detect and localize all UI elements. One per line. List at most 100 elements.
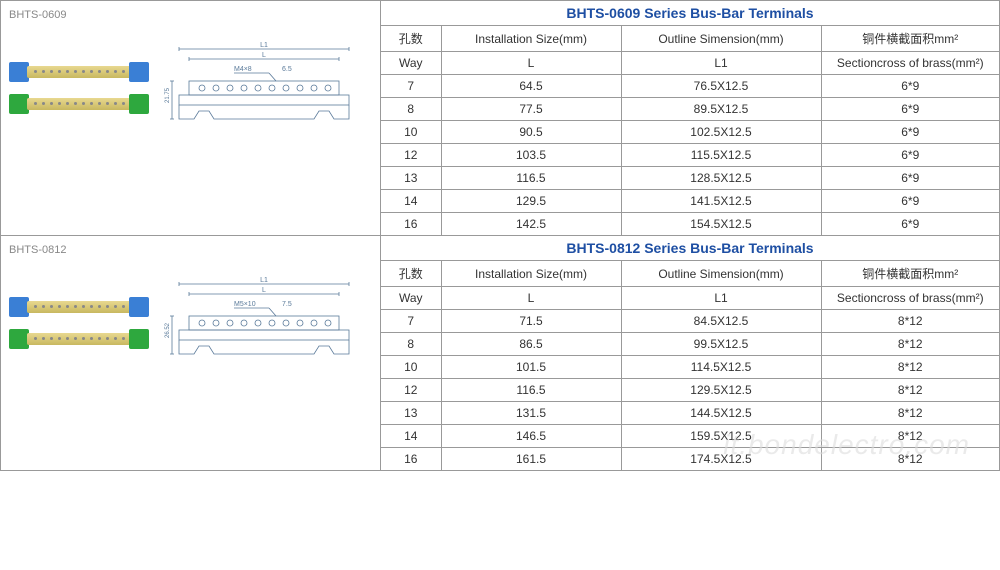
table-cell: 13 xyxy=(381,167,441,190)
series-title: BHTS-0812 Series Bus-Bar Terminals xyxy=(381,236,999,261)
table-cell: 71.5 xyxy=(441,310,621,333)
table-cell: 16 xyxy=(381,213,441,236)
table-cell: 8*12 xyxy=(821,425,999,448)
table-cell: 6*9 xyxy=(821,190,999,213)
table-cell: 101.5 xyxy=(441,356,621,379)
table-cell: 76.5X12.5 xyxy=(621,75,821,98)
table-cell: 7 xyxy=(381,310,441,333)
table-cell: 84.5X12.5 xyxy=(621,310,821,333)
table-cell: 90.5 xyxy=(441,121,621,144)
table-cell: 89.5X12.5 xyxy=(621,98,821,121)
svg-text:7.5: 7.5 xyxy=(282,301,292,308)
table-cell: 8*12 xyxy=(821,356,999,379)
table-cell: 14 xyxy=(381,190,441,213)
product-photo-group xyxy=(9,287,149,359)
table-cell: 129.5X12.5 xyxy=(621,379,821,402)
table-cell: 8*12 xyxy=(821,333,999,356)
table-header-group: 铜件横截面积mm² xyxy=(821,26,999,52)
product-visual-panel: BHTS-0812 L1 L M5×10 7.5 xyxy=(1,236,381,470)
table-cell: 146.5 xyxy=(441,425,621,448)
table-header-sub: Way xyxy=(381,287,441,310)
svg-text:L: L xyxy=(262,287,266,294)
table-row: 1090.5102.5X12.56*9 xyxy=(381,121,999,144)
technical-diagram: L1 L M5×10 7.5 26.52 xyxy=(164,276,364,366)
table-header-group: Installation Size(mm) xyxy=(441,261,621,287)
series-title: BHTS-0609 Series Bus-Bar Terminals xyxy=(381,1,999,26)
table-cell: 7 xyxy=(381,75,441,98)
table-cell: 6*9 xyxy=(821,75,999,98)
table-row: 764.576.5X12.56*9 xyxy=(381,75,999,98)
table-header-group: 孔数 xyxy=(381,261,441,287)
table-cell: 8 xyxy=(381,333,441,356)
table-cell: 6*9 xyxy=(821,167,999,190)
table-cell: 8 xyxy=(381,98,441,121)
table-cell: 8*12 xyxy=(821,379,999,402)
table-cell: 10 xyxy=(381,121,441,144)
table-cell: 6*9 xyxy=(821,213,999,236)
busbar-product-image xyxy=(9,60,149,84)
table-header-sub: Sectioncross of brass(mm²) xyxy=(821,287,999,310)
table-cell: 174.5X12.5 xyxy=(621,448,821,471)
table-row: 886.599.5X12.58*12 xyxy=(381,333,999,356)
svg-text:26.52: 26.52 xyxy=(165,322,171,338)
svg-text:M5×10: M5×10 xyxy=(234,301,256,308)
product-model-label: BHTS-0609 xyxy=(9,9,372,21)
table-header-group: Outline Simension(mm) xyxy=(621,26,821,52)
table-header-sub: Sectioncross of brass(mm²) xyxy=(821,52,999,75)
svg-text:M4×8: M4×8 xyxy=(234,66,252,73)
table-cell: 6*9 xyxy=(821,144,999,167)
table-cell: 12 xyxy=(381,144,441,167)
product-section-1: BHTS-0812 L1 L M5×10 7.5 xyxy=(0,235,1000,471)
table-cell: 144.5X12.5 xyxy=(621,402,821,425)
table-header-group: 铜件横截面积mm² xyxy=(821,261,999,287)
table-row: 16142.5154.5X12.56*9 xyxy=(381,213,999,236)
table-row: 771.584.5X12.58*12 xyxy=(381,310,999,333)
table-cell: 8*12 xyxy=(821,448,999,471)
table-row: 12103.5115.5X12.56*9 xyxy=(381,144,999,167)
table-row: 14129.5141.5X12.56*9 xyxy=(381,190,999,213)
table-row: 14146.5159.5X12.58*12 xyxy=(381,425,999,448)
table-header-sub: L1 xyxy=(621,287,821,310)
spec-table-panel: BHTS-0609 Series Bus-Bar Terminals 孔数Ins… xyxy=(381,1,999,235)
table-header-group: Installation Size(mm) xyxy=(441,26,621,52)
busbar-product-image xyxy=(9,295,149,319)
table-row: 10101.5114.5X12.58*12 xyxy=(381,356,999,379)
table-cell: 12 xyxy=(381,379,441,402)
table-row: 12116.5129.5X12.58*12 xyxy=(381,379,999,402)
table-cell: 86.5 xyxy=(441,333,621,356)
datasheet-container: BHTS-0609 L1 L M4×8 6.5 xyxy=(0,0,1000,471)
table-cell: 114.5X12.5 xyxy=(621,356,821,379)
spec-table-panel: BHTS-0812 Series Bus-Bar Terminals 孔数Ins… xyxy=(381,236,999,470)
table-header-sub: L xyxy=(441,287,621,310)
table-header-group: 孔数 xyxy=(381,26,441,52)
table-cell: 13 xyxy=(381,402,441,425)
busbar-product-image xyxy=(9,92,149,116)
product-model-label: BHTS-0812 xyxy=(9,244,372,256)
svg-text:21.75: 21.75 xyxy=(165,87,171,103)
table-header-sub: L1 xyxy=(621,52,821,75)
table-row: 13116.5128.5X12.56*9 xyxy=(381,167,999,190)
table-cell: 142.5 xyxy=(441,213,621,236)
svg-text:L1: L1 xyxy=(260,42,268,49)
table-cell: 8*12 xyxy=(821,402,999,425)
table-cell: 99.5X12.5 xyxy=(621,333,821,356)
spec-table: 孔数Installation Size(mm)Outline Simension… xyxy=(381,261,999,470)
svg-text:L: L xyxy=(262,52,266,59)
table-cell: 161.5 xyxy=(441,448,621,471)
product-section-0: BHTS-0609 L1 L M4×8 6.5 xyxy=(0,0,1000,235)
table-cell: 8*12 xyxy=(821,310,999,333)
table-header-group: Outline Simension(mm) xyxy=(621,261,821,287)
table-cell: 129.5 xyxy=(441,190,621,213)
table-cell: 141.5X12.5 xyxy=(621,190,821,213)
table-header-sub: Way xyxy=(381,52,441,75)
table-cell: 116.5 xyxy=(441,379,621,402)
table-cell: 10 xyxy=(381,356,441,379)
product-visual-panel: BHTS-0609 L1 L M4×8 6.5 xyxy=(1,1,381,235)
table-cell: 116.5 xyxy=(441,167,621,190)
table-cell: 128.5X12.5 xyxy=(621,167,821,190)
table-cell: 77.5 xyxy=(441,98,621,121)
table-cell: 159.5X12.5 xyxy=(621,425,821,448)
table-cell: 103.5 xyxy=(441,144,621,167)
table-cell: 6*9 xyxy=(821,98,999,121)
table-cell: 131.5 xyxy=(441,402,621,425)
